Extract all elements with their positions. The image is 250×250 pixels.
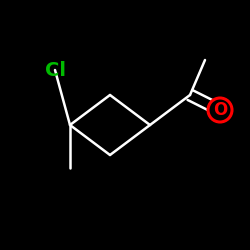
Text: Cl: Cl bbox=[44, 60, 66, 80]
Text: O: O bbox=[213, 101, 227, 119]
Circle shape bbox=[210, 100, 231, 120]
